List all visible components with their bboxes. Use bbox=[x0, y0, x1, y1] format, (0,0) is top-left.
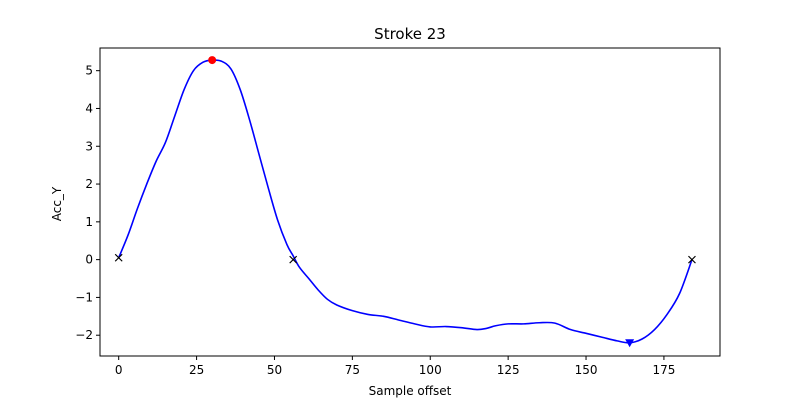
x-tick-label: 175 bbox=[652, 363, 675, 377]
plot-area bbox=[114, 56, 696, 348]
plot-frame bbox=[99, 47, 721, 357]
zero-crossing-marker bbox=[114, 253, 123, 262]
x-tick-label: 0 bbox=[115, 363, 123, 377]
peak-marker bbox=[208, 56, 217, 65]
x-tick-label: 100 bbox=[419, 363, 442, 377]
y-tick-label: 1 bbox=[85, 215, 93, 229]
y-tick-label: 2 bbox=[85, 177, 93, 191]
y-tick-label: 3 bbox=[85, 139, 93, 153]
y-axis-label: Acc_Y bbox=[50, 186, 64, 221]
y-tick-label: −2 bbox=[75, 328, 93, 342]
y-tick-label: 4 bbox=[85, 101, 93, 115]
y-tick-label: 0 bbox=[85, 253, 93, 267]
marker-stroke bbox=[114, 253, 123, 262]
y-tick-label: 5 bbox=[85, 64, 93, 78]
x-tick-label: 25 bbox=[189, 363, 204, 377]
trough-marker bbox=[625, 339, 635, 348]
series-line-0 bbox=[117, 59, 693, 344]
chart-title: Stroke 23 bbox=[374, 25, 446, 43]
marker-stroke bbox=[289, 255, 298, 264]
y-axis-ticks: −2 −1 0 1 2 3 4 5 bbox=[75, 64, 100, 342]
x-tick-label: 50 bbox=[267, 363, 282, 377]
x-axis-ticks: 0 25 50 75 100 125 150 175 bbox=[115, 356, 675, 377]
zero-crossing-marker bbox=[289, 255, 298, 264]
y-tick-label: −1 bbox=[75, 290, 93, 304]
x-tick-label: 150 bbox=[575, 363, 598, 377]
x-tick-label: 125 bbox=[497, 363, 520, 377]
x-tick-label: 75 bbox=[345, 363, 360, 377]
x-axis-label: Sample offset bbox=[369, 384, 452, 398]
marker-stroke bbox=[688, 255, 696, 264]
zero-crossing-marker bbox=[688, 255, 696, 264]
